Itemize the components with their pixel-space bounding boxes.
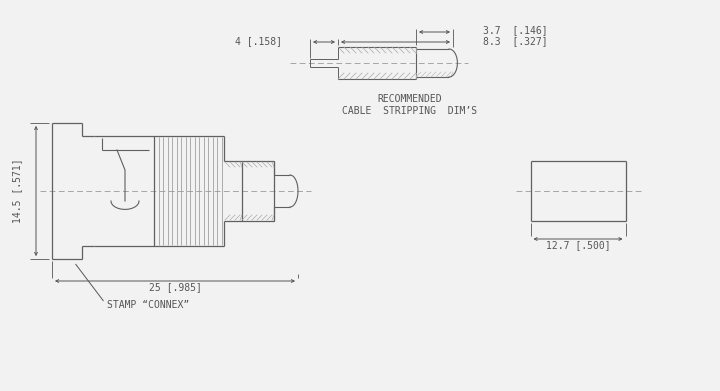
Text: 12.7 [.500]: 12.7 [.500] [546,240,611,250]
Text: 8.3  [.327]: 8.3 [.327] [483,36,548,46]
Text: 25 [.985]: 25 [.985] [148,282,202,292]
Text: RECOMMENDED: RECOMMENDED [378,94,442,104]
Text: 3.7  [.146]: 3.7 [.146] [483,25,548,35]
Text: CABLE  STRIPPING  DIM’S: CABLE STRIPPING DIM’S [343,106,477,116]
Text: 4 [.158]: 4 [.158] [235,36,282,46]
Text: STAMP “CONNEX”: STAMP “CONNEX” [107,300,189,310]
Text: 14.5 [.571]: 14.5 [.571] [12,159,22,223]
